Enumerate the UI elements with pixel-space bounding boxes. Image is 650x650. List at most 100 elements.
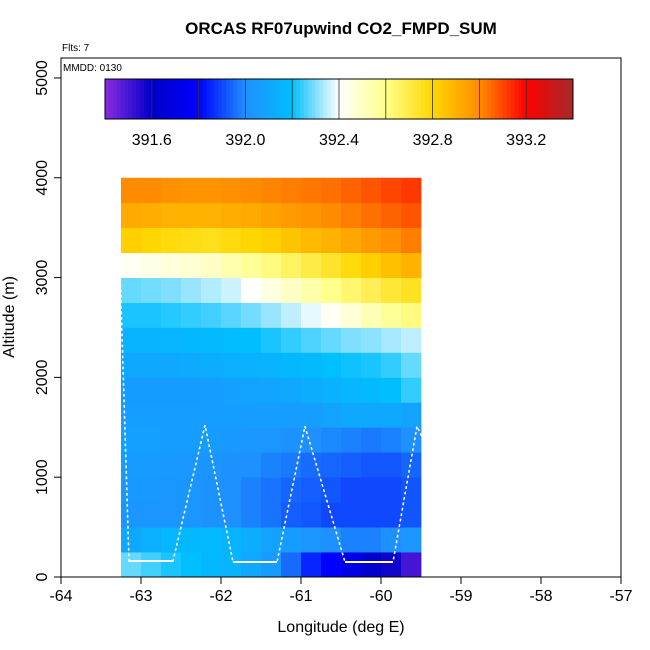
- heatmap-cell: [201, 302, 222, 328]
- colorbar-swatch: [374, 79, 379, 119]
- colorbar-swatch: [381, 79, 387, 119]
- chart-title: ORCAS RF07upwind CO2_FMPD_SUM: [185, 19, 497, 38]
- heatmap-cell: [341, 202, 362, 229]
- colorbar-swatch: [428, 79, 434, 119]
- heatmap-cell: [201, 427, 222, 453]
- heatmap-cell: [201, 252, 222, 278]
- heatmap-cell: [341, 427, 362, 453]
- heatmap-cell: [401, 277, 422, 303]
- heatmap-cell: [121, 377, 142, 403]
- heatmap-cell: [301, 277, 322, 303]
- heatmap-cell: [281, 302, 302, 328]
- colorbar-swatch: [506, 79, 512, 119]
- colorbar-swatch: [448, 79, 453, 119]
- heatmap-cell: [361, 377, 382, 403]
- heatmap-cell: [241, 302, 262, 328]
- colorbar-swatch: [175, 79, 180, 119]
- y-tick-label: 0: [34, 572, 51, 581]
- heatmap-cell: [381, 277, 402, 303]
- heatmap-cell: [381, 502, 402, 528]
- colorbar-swatch: [487, 79, 492, 119]
- heatmap-cell: [301, 177, 322, 204]
- colorbar-swatch: [296, 79, 301, 119]
- heatmap-cell: [361, 227, 382, 254]
- heatmap-cell: [401, 402, 422, 428]
- colorbar-swatch: [432, 79, 437, 119]
- colorbar-swatch: [233, 79, 239, 119]
- heatmap-cell: [401, 177, 422, 204]
- colorbar-swatch: [202, 79, 207, 119]
- heatmap-cell: [401, 527, 422, 553]
- colorbar-swatch: [155, 79, 161, 119]
- y-tick-label: 1000: [34, 459, 51, 495]
- colorbar-swatch: [272, 79, 278, 119]
- heatmap-cell: [381, 302, 402, 328]
- heatmap-cell: [341, 502, 362, 528]
- heatmap-cell: [261, 527, 282, 553]
- heatmap-cell: [141, 527, 162, 553]
- colorbar-swatch: [108, 79, 114, 119]
- heatmap-cell: [181, 277, 202, 303]
- colorbar-swatch: [491, 79, 496, 119]
- heatmap-cell: [281, 427, 302, 453]
- heatmap-cell: [221, 352, 242, 378]
- heatmap-cell: [381, 352, 402, 378]
- colorbar-swatch: [229, 79, 235, 119]
- colorbar-swatch: [303, 79, 309, 119]
- heatmap-cell: [121, 277, 142, 303]
- heatmap-cell: [201, 352, 222, 378]
- heatmap-cell: [281, 352, 302, 378]
- colorbar-swatch: [147, 79, 153, 119]
- heatmap-cell: [341, 302, 362, 328]
- colorbar-swatch: [132, 79, 137, 119]
- x-tick-label: -59: [449, 588, 472, 605]
- heatmap-cell: [281, 502, 302, 528]
- heatmap-cell: [301, 252, 322, 278]
- heatmap-cell: [141, 352, 162, 378]
- colorbar-swatch: [549, 79, 554, 119]
- heatmap-cell: [121, 527, 142, 553]
- plot-frame: [60, 57, 622, 578]
- heatmap-cell: [301, 452, 322, 478]
- heatmap-cell: [241, 277, 262, 303]
- heatmap-cell: [121, 552, 142, 578]
- heatmap-cell: [261, 227, 282, 254]
- heatmap-cell: [141, 327, 162, 353]
- colorbar-swatch: [397, 79, 402, 119]
- heatmap-cell: [181, 552, 202, 578]
- heatmap-cell: [121, 327, 142, 353]
- heatmap-cell: [141, 277, 162, 303]
- heatmap-cell: [181, 202, 202, 229]
- heatmap-cell: [321, 527, 342, 553]
- heatmap-cell: [281, 452, 302, 478]
- heatmap-cell: [261, 252, 282, 278]
- heatmap-cell: [261, 452, 282, 478]
- flights-count-label: Flts: 7: [62, 43, 90, 54]
- heatmap-cell: [121, 427, 142, 453]
- heatmap-cell: [301, 402, 322, 428]
- heatmap-cell: [201, 327, 222, 353]
- heatmap-cell: [181, 377, 202, 403]
- colorbar-swatch: [288, 79, 293, 119]
- heatmap-cell: [141, 227, 162, 254]
- heatmap-cell: [161, 527, 182, 553]
- heatmap-cell: [281, 402, 302, 428]
- heatmap-cell: [281, 202, 302, 229]
- colorbar-swatch: [339, 79, 344, 119]
- colorbar-swatch: [315, 79, 320, 119]
- heatmap-cell: [161, 177, 182, 204]
- heatmap-cell: [321, 277, 342, 303]
- colorbar-swatch: [358, 79, 363, 119]
- heatmap-cell: [301, 427, 322, 453]
- colorbar-swatch: [436, 79, 441, 119]
- heatmap-cell: [161, 477, 182, 503]
- heatmap-cell: [121, 227, 142, 254]
- colorbar-swatch: [459, 79, 465, 119]
- colorbar-tick-label: 393.2: [506, 132, 546, 149]
- heatmap-cell: [201, 452, 222, 478]
- heatmap-cell: [141, 302, 162, 328]
- colorbar-swatch: [140, 79, 145, 119]
- heatmap-cell: [241, 327, 262, 353]
- colorbar-swatch: [456, 79, 461, 119]
- heatmap-cell: [241, 402, 262, 428]
